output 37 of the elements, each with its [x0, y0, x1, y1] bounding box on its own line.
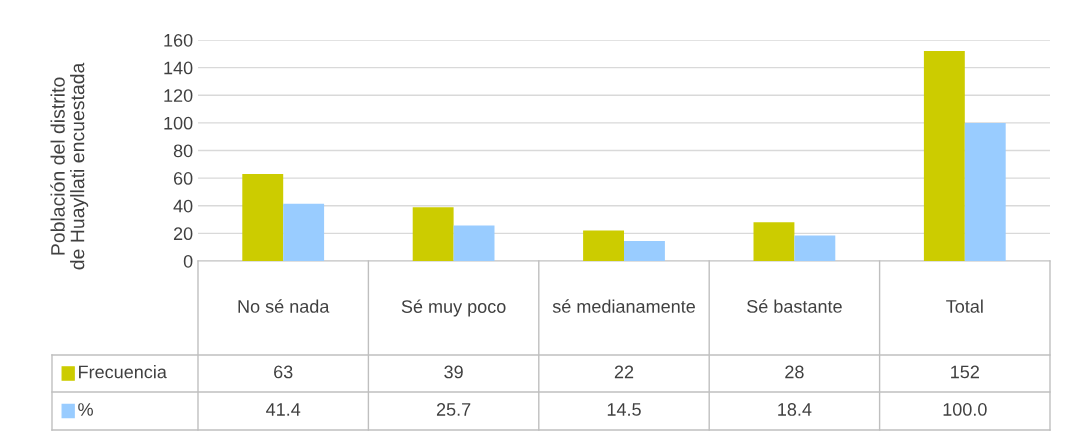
y-axis-title: Población del distrito de Huayllati encuestada	[50, 62, 89, 270]
x-tick-label: Sé bastante	[747, 299, 842, 313]
x-tick-label: Sé muy poco	[401, 299, 506, 317]
y-tick-label: 140	[164, 61, 193, 75]
bar	[283, 203, 325, 261]
y-tick-label: 80	[173, 144, 193, 158]
data-label: 22	[614, 365, 634, 379]
x-tick-label: Total	[946, 299, 983, 313]
y-tick-label: 160	[164, 33, 193, 47]
y-tick-label: 60	[173, 172, 193, 185]
data-label: 25.7	[436, 403, 471, 416]
data-label: 63	[274, 365, 293, 379]
y-tick-label: 40	[173, 199, 193, 213]
legend-label: Frecuencia	[79, 365, 167, 379]
data-label: 28	[785, 365, 804, 379]
x-tick-label: No sé nada	[238, 299, 330, 313]
x-tick-label: sé medianamente	[552, 299, 695, 313]
bar	[453, 225, 495, 261]
data-label: 152	[951, 365, 979, 379]
data-label: 41.4	[266, 403, 301, 416]
data-label: 14.5	[607, 403, 641, 416]
bar	[412, 207, 454, 261]
bar	[794, 235, 836, 261]
y-tick-label: 100	[164, 116, 193, 130]
bar	[624, 240, 665, 261]
data-label: 100.0	[943, 403, 987, 416]
data-label: 18.4	[778, 403, 812, 416]
bar	[753, 222, 795, 261]
y-tick-label: 20	[173, 227, 193, 241]
y-tick-label: 0	[183, 254, 193, 268]
bar	[583, 230, 624, 261]
bar	[242, 173, 284, 261]
data-label: 39	[444, 365, 463, 379]
bar	[964, 122, 1006, 261]
legend-label: %	[78, 403, 93, 416]
bar	[923, 51, 965, 261]
y-tick-label: 120	[164, 89, 193, 102]
